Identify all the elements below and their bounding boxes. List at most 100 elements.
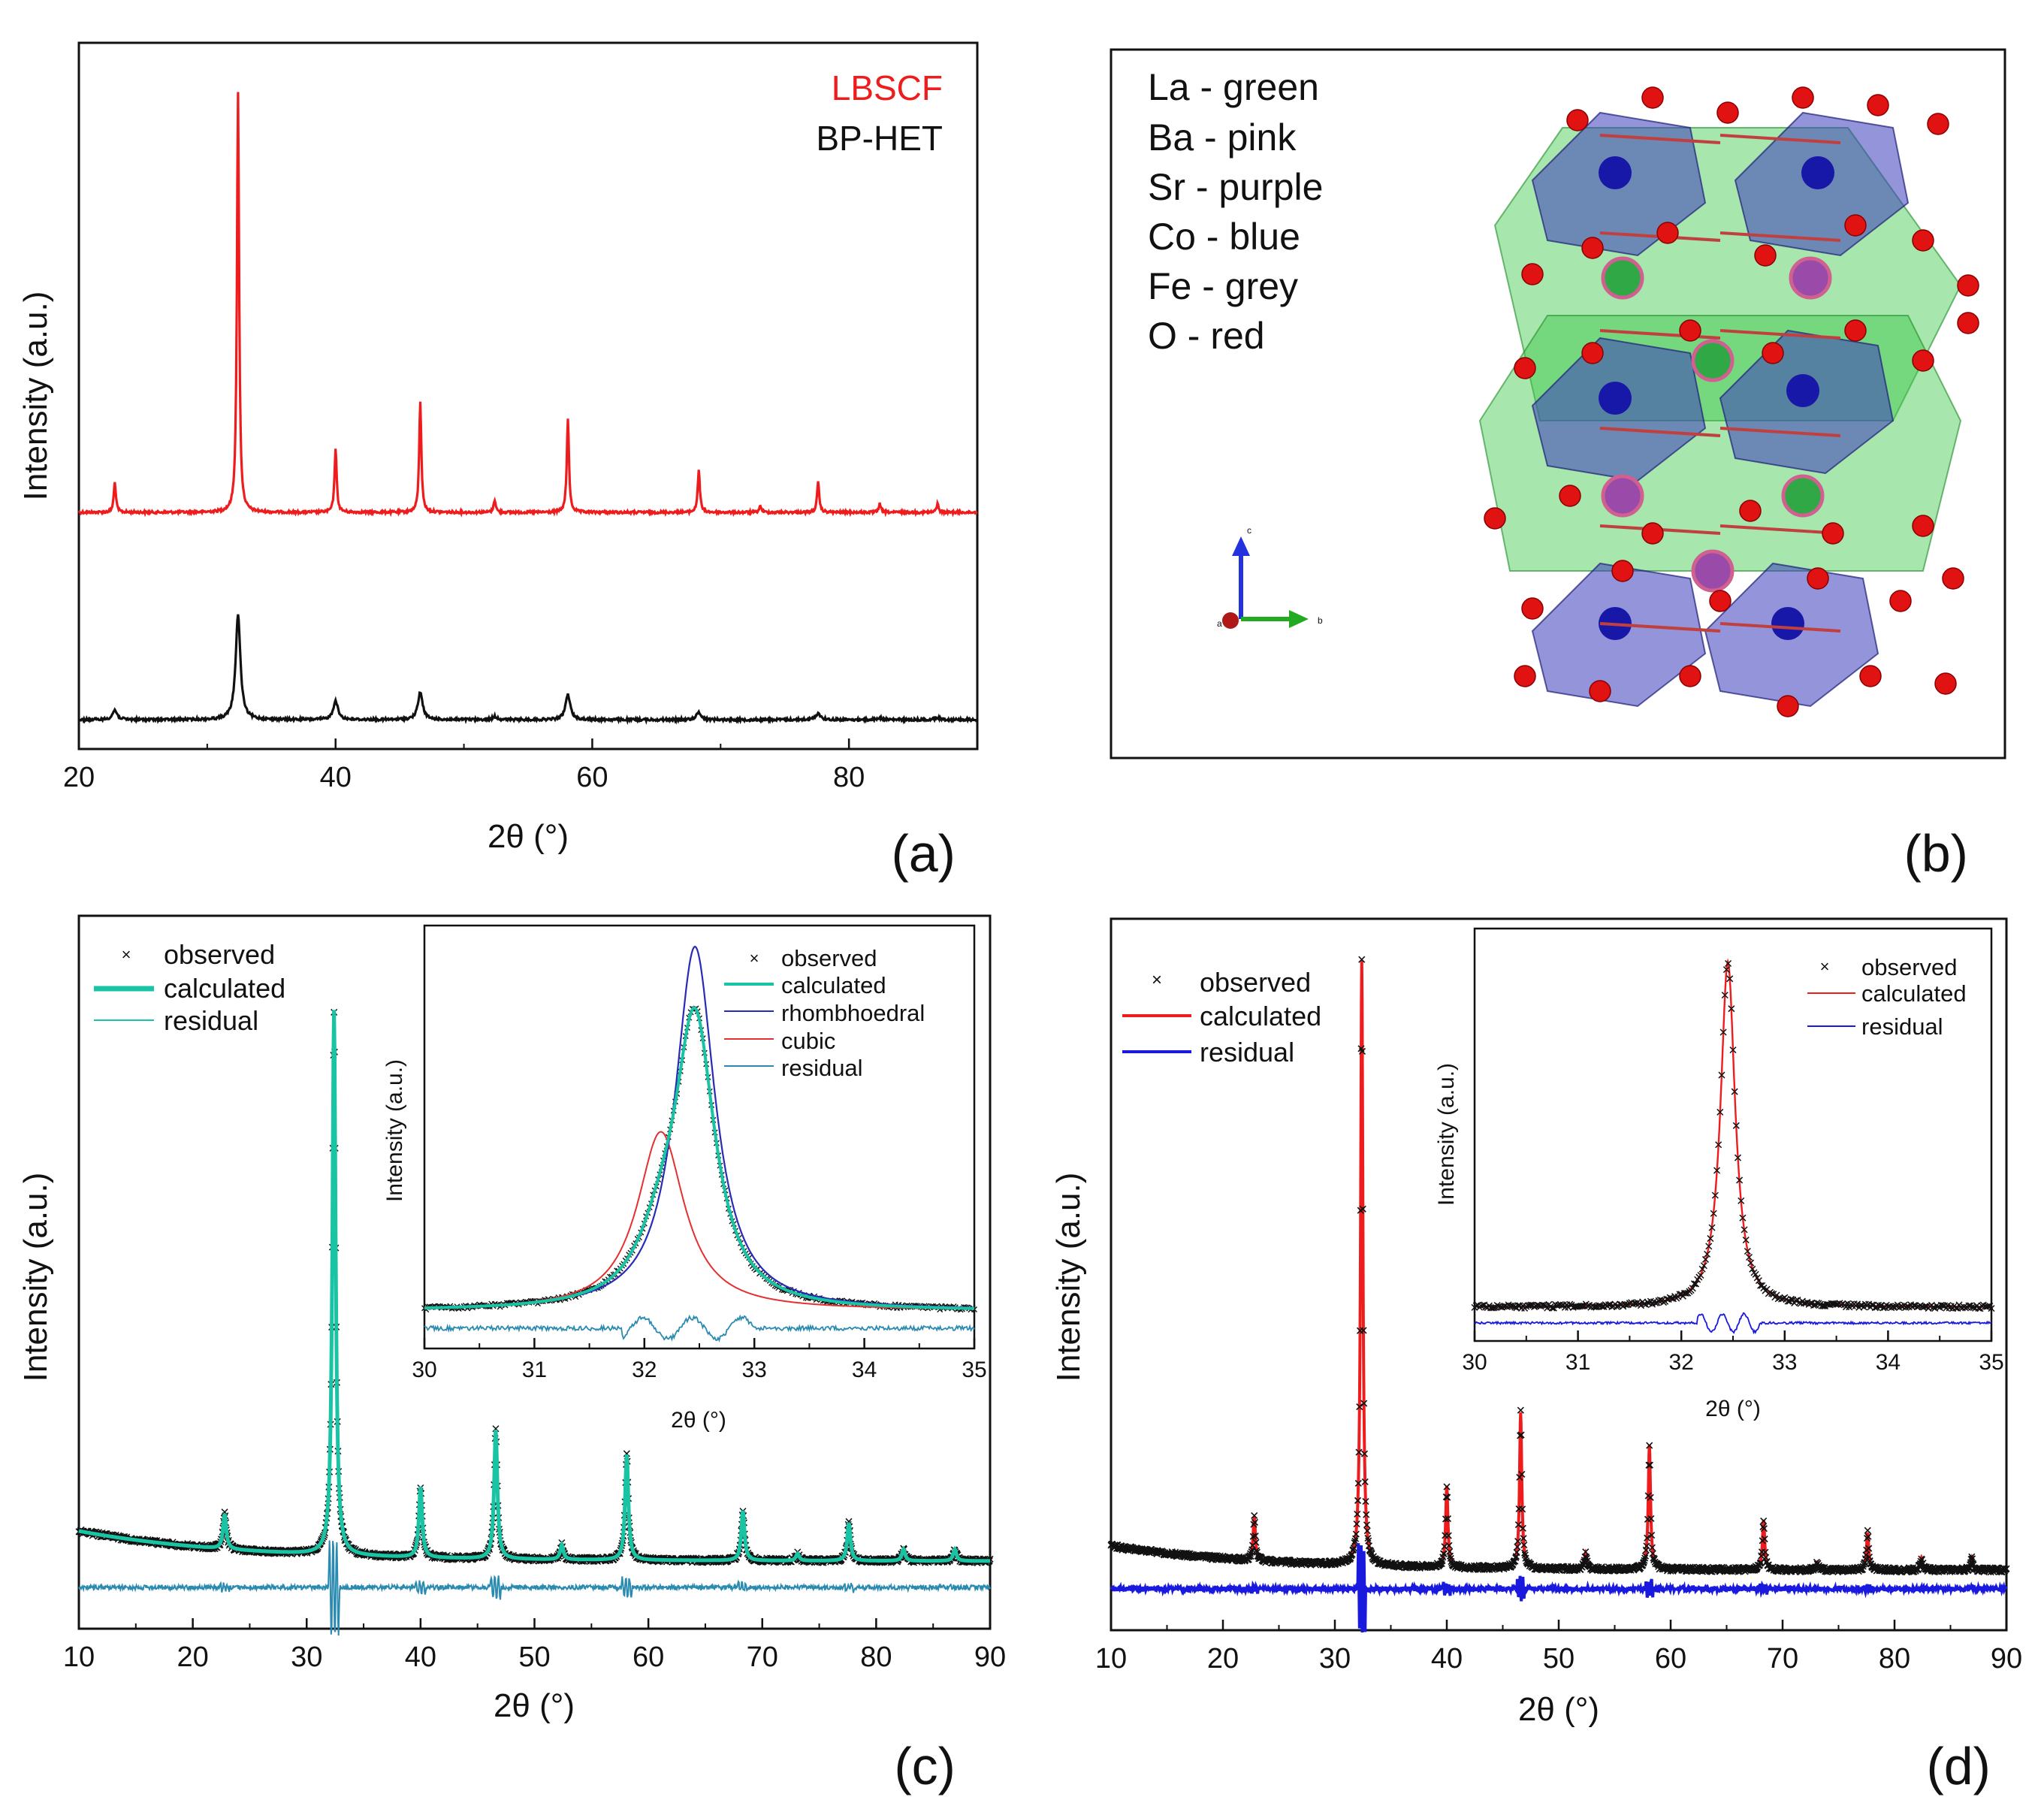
panel-d-legend: × observed calculated residual [1122, 967, 1321, 1068]
inset-d-legend-residual: residual [1861, 1013, 1943, 1040]
bond [1719, 427, 1841, 437]
o-atom [1859, 665, 1882, 687]
panel-c-ticks: 10 20 30 40 50 60 70 80 90 [63, 1618, 1006, 1673]
panel-c-plot [75, 1008, 994, 1636]
o-atom [1656, 222, 1679, 244]
legend-marker-observed: × [122, 945, 131, 964]
o-atom [1679, 319, 1701, 342]
inset-d-legend-observed: observed [1861, 954, 1958, 980]
panel-c-legend-calculated: calculated [164, 973, 285, 1004]
axis-c-label: c [1247, 525, 1251, 536]
panel-b: La - green Ba - pink Sr - purple Co - bl… [1110, 48, 2006, 883]
x-tick-label: 10 [63, 1641, 95, 1673]
bond [1599, 329, 1721, 340]
o-atom [1641, 86, 1664, 109]
panel-d-legend-residual: residual [1200, 1037, 1294, 1068]
o-atom [1889, 590, 1912, 612]
panel-a-frame [77, 41, 979, 750]
svg-text:×: × [1152, 970, 1162, 990]
panel-a-ylabel: Intensity (a.u.) [17, 291, 54, 501]
bond [1719, 524, 1841, 535]
x-tick-label: 10 [1095, 1643, 1127, 1675]
panel-d-inset-ticks: 30 31 32 33 34 35 [1462, 1330, 2004, 1375]
element-legend-ba: Ba - pink [1148, 116, 1297, 159]
o-atom [1912, 229, 1934, 252]
x-tick-label: 30 [412, 1358, 436, 1382]
o-atom [1716, 101, 1739, 124]
residual-series [78, 1540, 991, 1636]
panel-a-legend-bphet: BP-HET [816, 119, 943, 158]
co-atom [1786, 374, 1819, 407]
panel-d-inset-plot [1471, 958, 1995, 1335]
bond [1599, 427, 1721, 437]
x-tick-label: 34 [1876, 1350, 1901, 1375]
panel-b-frame [1110, 48, 2006, 760]
x-tick-label: 32 [632, 1358, 657, 1382]
panel-c-inset-frame [423, 924, 976, 1350]
o-atom [1739, 500, 1762, 522]
panel-c-label: (c) [894, 1737, 956, 1795]
x-tick-label: 33 [1772, 1350, 1797, 1375]
panel-d-label: (d) [1926, 1737, 1991, 1795]
x-tick-label: 60 [633, 1641, 664, 1673]
panel-d-xlabel: 2θ (°) [1518, 1691, 1599, 1728]
o-atom [1679, 665, 1701, 687]
x-tick-label: 60 [1655, 1643, 1686, 1675]
co-atom [1801, 156, 1834, 189]
panel-d-inset-xlabel: 2θ (°) [1705, 1397, 1761, 1421]
svg-text:×: × [1820, 957, 1830, 976]
panel-c-inset-ylabel: Intensity (a.u.) [382, 1059, 407, 1202]
x-tick-label: 35 [1979, 1350, 2003, 1375]
o-atom [1912, 515, 1934, 537]
inset-residual-series [1474, 1312, 1992, 1335]
crystal-axes-indicator: c b a [1217, 525, 1323, 629]
inset-c-legend-cubic: cubic [781, 1028, 835, 1054]
x-tick-label: 35 [962, 1358, 986, 1382]
panel-c-legend-residual: residual [164, 1005, 258, 1036]
x-tick-label: 70 [1767, 1643, 1798, 1675]
o-atom [1792, 86, 1814, 109]
inset-c-legend-rhombhoedral: rhombhoedral [781, 1000, 925, 1026]
bond [1599, 134, 1721, 144]
inset-observed-series [1471, 959, 1995, 1312]
panel-d-legend-observed: observed [1200, 967, 1311, 998]
co-atom [1599, 382, 1632, 415]
x-tick-label: 30 [291, 1641, 322, 1673]
panel-d-legend-calculated: calculated [1200, 1001, 1321, 1031]
x-tick-label: 30 [1462, 1350, 1487, 1375]
x-tick-label: 31 [522, 1358, 547, 1382]
panel-c-xlabel: 2θ (°) [494, 1687, 575, 1724]
o-atom [1777, 695, 1799, 717]
o-atom [1484, 507, 1506, 530]
x-tick-label: 32 [1669, 1350, 1694, 1375]
o-atom [1957, 312, 1979, 334]
inset-d-legend-calculated: calculated [1861, 980, 1967, 1007]
o-atom [1912, 349, 1934, 372]
o-atom [1807, 567, 1829, 590]
bond [1719, 134, 1841, 144]
o-atom [1589, 680, 1611, 702]
x-tick-label: 70 [747, 1641, 778, 1673]
x-tick-label: 31 [1565, 1350, 1590, 1375]
o-atom [1942, 567, 1964, 590]
o-atom [1709, 590, 1732, 612]
panel-d-inset-frame [1473, 927, 1993, 1342]
panel-c-ylabel: Intensity (a.u.) [17, 1173, 54, 1382]
element-legend-fe: Fe - grey [1148, 265, 1298, 307]
inset-calculated-series [424, 1006, 975, 1310]
panel-a-xlabel: 2θ (°) [488, 818, 569, 855]
panel-a-plot [77, 92, 978, 726]
element-legend-o: O - red [1148, 315, 1265, 357]
element-legend-co: Co - blue [1148, 216, 1300, 258]
panel-c: 10 20 30 40 50 60 70 80 90 × observed calculated… [17, 914, 1006, 1795]
o-atom [1754, 244, 1777, 267]
o-atom [1581, 237, 1604, 259]
series-lbscf [77, 92, 978, 518]
o-atom [1641, 522, 1664, 545]
x-tick-label: 34 [852, 1358, 877, 1382]
panel-d-plot [1107, 956, 2010, 1633]
x-tick-label: 50 [518, 1641, 550, 1673]
x-tick-label: 40 [1431, 1643, 1463, 1675]
panel-c-inset-legend: × observed calculated rhombhoedral cubic… [724, 945, 925, 1081]
x-tick-label: 80 [833, 762, 865, 793]
